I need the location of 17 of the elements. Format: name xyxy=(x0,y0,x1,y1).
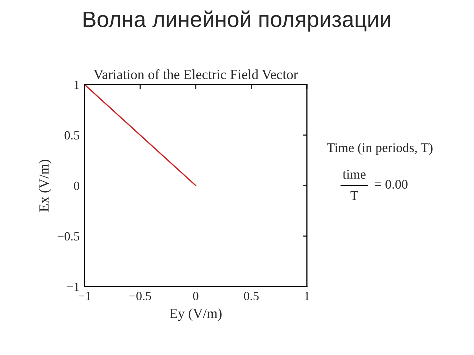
x-tick-label: −0.5 xyxy=(130,292,152,301)
y-axis-title: Ex (V/m) xyxy=(39,160,52,212)
text: = 0.00 xyxy=(375,180,408,190)
x-axis-title: Ey (V/m) xyxy=(170,308,222,322)
y-tick-label: −1 xyxy=(67,282,80,292)
text: Time (in periods, T) xyxy=(327,143,433,156)
y-tick-label: 0 xyxy=(74,182,80,190)
y-tick-label: −0.5 xyxy=(58,232,80,241)
x-tick-label: 0 xyxy=(193,292,199,300)
chart-subtitle: Variation of the Electric Field Vector xyxy=(94,70,298,80)
y-tick-label: 0.5 xyxy=(64,131,80,140)
text: T xyxy=(350,192,358,200)
text: time xyxy=(342,170,366,180)
x-tick-label: 1 xyxy=(305,292,310,300)
x-tick-label: 0.5 xyxy=(244,292,259,301)
chart-title: Волна линейной поляризации xyxy=(84,10,390,32)
y-tick-label: 1 xyxy=(74,80,80,90)
